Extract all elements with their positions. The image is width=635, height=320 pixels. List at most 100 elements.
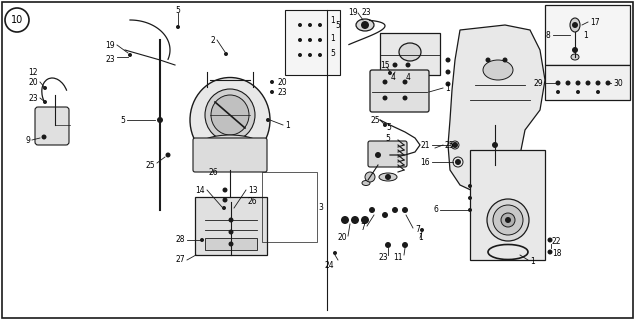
Ellipse shape <box>200 135 260 155</box>
Circle shape <box>318 23 322 27</box>
Text: 7: 7 <box>415 226 420 235</box>
Circle shape <box>222 197 227 203</box>
Circle shape <box>157 117 163 123</box>
Circle shape <box>382 212 388 218</box>
Text: 3: 3 <box>318 204 323 212</box>
Text: 19: 19 <box>105 41 115 50</box>
Bar <box>470 150 545 260</box>
Circle shape <box>41 134 46 140</box>
Circle shape <box>596 81 601 85</box>
Circle shape <box>382 95 387 100</box>
Text: 8: 8 <box>545 30 550 39</box>
Text: 18: 18 <box>552 250 561 259</box>
Text: 26: 26 <box>208 167 218 177</box>
Text: 21: 21 <box>420 140 430 149</box>
Bar <box>545 65 630 100</box>
Ellipse shape <box>483 60 513 80</box>
Circle shape <box>576 90 580 94</box>
Circle shape <box>229 242 234 246</box>
Circle shape <box>361 21 369 29</box>
Circle shape <box>388 71 392 75</box>
Circle shape <box>502 58 507 62</box>
Circle shape <box>222 188 227 193</box>
Circle shape <box>392 207 398 213</box>
Text: 25: 25 <box>445 140 455 149</box>
Ellipse shape <box>570 18 580 32</box>
Text: 5: 5 <box>385 133 390 142</box>
FancyBboxPatch shape <box>35 107 69 145</box>
Circle shape <box>383 123 387 127</box>
Text: 1: 1 <box>583 30 588 39</box>
Text: 26: 26 <box>248 197 258 206</box>
Circle shape <box>468 196 472 200</box>
Circle shape <box>298 53 302 57</box>
Circle shape <box>351 216 359 224</box>
Circle shape <box>392 62 398 68</box>
Text: 1: 1 <box>330 15 335 25</box>
Text: 23: 23 <box>378 253 388 262</box>
Circle shape <box>493 153 497 157</box>
Text: 24: 24 <box>325 260 335 269</box>
Circle shape <box>596 90 600 94</box>
Text: 10: 10 <box>11 15 23 25</box>
Circle shape <box>406 62 410 68</box>
Circle shape <box>43 86 47 90</box>
Circle shape <box>452 142 458 148</box>
Circle shape <box>446 82 450 86</box>
Text: 6: 6 <box>433 205 438 214</box>
Text: 1: 1 <box>330 34 335 43</box>
Circle shape <box>176 25 180 29</box>
Text: 2: 2 <box>210 36 215 44</box>
Circle shape <box>308 23 312 27</box>
Text: 13: 13 <box>248 186 258 195</box>
Text: 20: 20 <box>29 77 38 86</box>
Polygon shape <box>448 25 545 192</box>
Circle shape <box>585 81 591 85</box>
Text: 5: 5 <box>120 116 125 124</box>
Circle shape <box>200 238 204 242</box>
Circle shape <box>572 22 578 28</box>
Circle shape <box>556 90 560 94</box>
Ellipse shape <box>501 213 515 227</box>
Bar <box>205 238 257 250</box>
Text: 30: 30 <box>613 78 623 87</box>
Text: 22: 22 <box>552 237 561 246</box>
Circle shape <box>572 47 578 53</box>
Circle shape <box>420 228 424 232</box>
Text: 25: 25 <box>370 116 380 124</box>
Text: 20: 20 <box>337 234 347 243</box>
Circle shape <box>222 206 226 210</box>
Text: 23: 23 <box>278 87 288 97</box>
Text: 9: 9 <box>25 135 30 145</box>
Circle shape <box>224 52 228 56</box>
Circle shape <box>229 218 234 222</box>
Circle shape <box>566 81 570 85</box>
Circle shape <box>166 153 171 157</box>
Ellipse shape <box>205 89 255 141</box>
Text: 5: 5 <box>386 123 391 132</box>
Circle shape <box>308 38 312 42</box>
Circle shape <box>341 216 349 224</box>
Text: 19: 19 <box>349 7 358 17</box>
Text: 17: 17 <box>590 18 599 27</box>
Ellipse shape <box>190 77 270 163</box>
Text: 28: 28 <box>175 236 185 244</box>
Text: 23: 23 <box>105 54 115 63</box>
Circle shape <box>556 81 561 85</box>
Circle shape <box>318 38 322 42</box>
Circle shape <box>270 80 274 84</box>
Ellipse shape <box>493 205 523 235</box>
Circle shape <box>402 207 408 213</box>
Circle shape <box>446 69 450 75</box>
Ellipse shape <box>365 172 375 182</box>
Circle shape <box>403 95 408 100</box>
Circle shape <box>468 184 472 188</box>
Bar <box>285 10 340 75</box>
Circle shape <box>318 53 322 57</box>
Circle shape <box>606 81 610 85</box>
Circle shape <box>402 242 408 248</box>
Text: 1: 1 <box>285 121 290 130</box>
Ellipse shape <box>571 54 579 60</box>
Circle shape <box>128 53 132 57</box>
Bar <box>380 33 440 75</box>
